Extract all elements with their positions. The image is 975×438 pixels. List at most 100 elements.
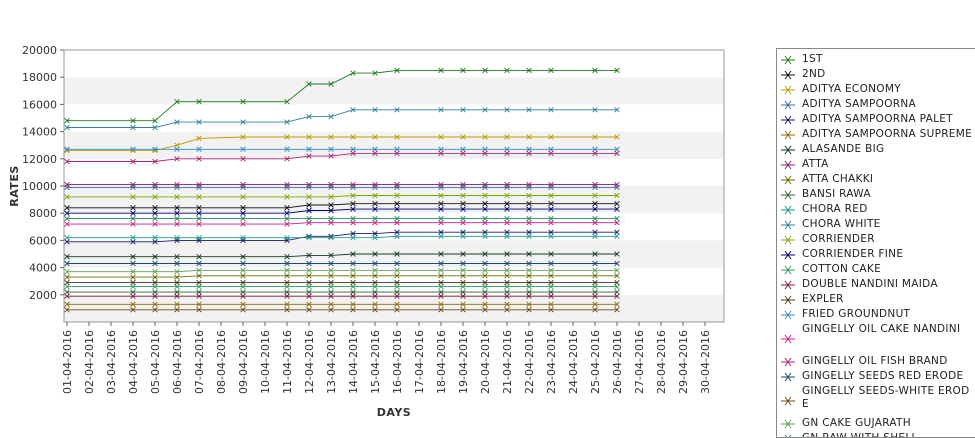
data-point [306, 134, 312, 140]
grid-band [64, 77, 724, 105]
data-point [284, 119, 290, 125]
data-point [460, 150, 466, 157]
series-gingelly-seeds-white-erode [64, 307, 620, 313]
data-point [460, 289, 466, 295]
data-point [614, 134, 620, 140]
data-point [284, 194, 290, 200]
legend-item: GINGELLY OIL FISH BRAND [777, 355, 975, 370]
data-point [350, 181, 356, 188]
data-point [482, 150, 488, 157]
data-point [526, 146, 532, 152]
legend-label: ADITYA ECONOMY [802, 83, 901, 95]
data-point [174, 98, 180, 105]
data-point [526, 260, 532, 267]
data-point [152, 210, 158, 216]
data-point [548, 107, 554, 113]
data-point [284, 234, 290, 241]
data-point [328, 293, 334, 299]
data-point [174, 215, 180, 222]
data-point [548, 215, 554, 222]
x-tick-label: 16-04-2016 [391, 330, 404, 394]
data-point [306, 301, 312, 308]
data-point [460, 107, 466, 113]
data-point [328, 267, 334, 274]
legend-item: CHORA WHITE [777, 218, 975, 233]
legend-label: FRIED GROUNDNUT [802, 308, 911, 320]
data-point [394, 146, 400, 152]
series-line [67, 208, 617, 214]
data-point [196, 98, 202, 105]
data-point [174, 146, 180, 152]
data-point [152, 234, 158, 241]
legend-item: ADITYA SAMPOORNA PALET [777, 113, 975, 128]
data-point [152, 283, 158, 290]
data-point [240, 293, 246, 299]
data-point [526, 192, 532, 199]
data-point [526, 200, 532, 207]
data-point [504, 181, 510, 188]
data-point [592, 293, 598, 299]
data-point [240, 134, 246, 140]
series-bansi-rawa [64, 289, 620, 295]
data-point [240, 301, 246, 308]
data-point [284, 273, 290, 279]
data-point [614, 307, 620, 313]
data-point [372, 307, 378, 313]
data-point [306, 81, 312, 87]
data-point [482, 233, 488, 240]
data-point [592, 215, 598, 222]
data-point [152, 293, 158, 299]
series-2nd [64, 200, 620, 211]
data-point [350, 230, 356, 237]
y-tick-label: 18000 [22, 71, 57, 84]
data-point [460, 229, 466, 235]
data-point [504, 251, 510, 257]
data-point [306, 279, 312, 286]
y-tick-label: 4000 [29, 262, 57, 275]
data-point [350, 279, 356, 286]
x-tick-label: 03-04-2016 [105, 330, 118, 394]
data-point [526, 134, 532, 140]
data-point [306, 293, 312, 299]
data-point [372, 289, 378, 295]
data-point [328, 260, 334, 267]
legend-item: ATTA [777, 158, 975, 173]
legend-marker [781, 100, 795, 110]
data-point [350, 192, 356, 199]
legend-item: CORRIENDER [777, 233, 975, 248]
data-point [196, 293, 202, 299]
series-aditya-sampoorna-supreme [64, 301, 620, 308]
legend-item: 1ST [777, 53, 975, 68]
x-tick-label: 09-04-2016 [237, 330, 250, 394]
data-point [438, 150, 444, 157]
data-point [372, 279, 378, 286]
data-point [130, 210, 136, 216]
plot-background [64, 50, 724, 322]
data-point [548, 289, 554, 295]
data-point [592, 260, 598, 267]
y-tick-label: 12000 [22, 153, 57, 166]
data-point [526, 267, 532, 274]
data-point [306, 267, 312, 274]
data-point [614, 279, 620, 286]
series-corriender-fine [64, 206, 620, 216]
data-point [394, 150, 400, 157]
data-point [394, 283, 400, 290]
data-point [504, 283, 510, 290]
data-point [504, 307, 510, 313]
data-point [394, 273, 400, 279]
data-point [64, 239, 70, 245]
legend-label: ADITYA SAMPOORNA [802, 98, 916, 110]
grid-band [64, 50, 724, 78]
data-point [64, 215, 70, 222]
data-point [592, 192, 598, 199]
data-point [240, 283, 246, 290]
grid-band [64, 104, 724, 132]
legend-label: COTTON CAKE [802, 263, 882, 275]
data-point [614, 181, 620, 188]
data-point [196, 205, 202, 211]
data-point [592, 220, 598, 226]
data-point [350, 289, 356, 295]
data-point [64, 289, 70, 295]
data-point [548, 206, 554, 212]
